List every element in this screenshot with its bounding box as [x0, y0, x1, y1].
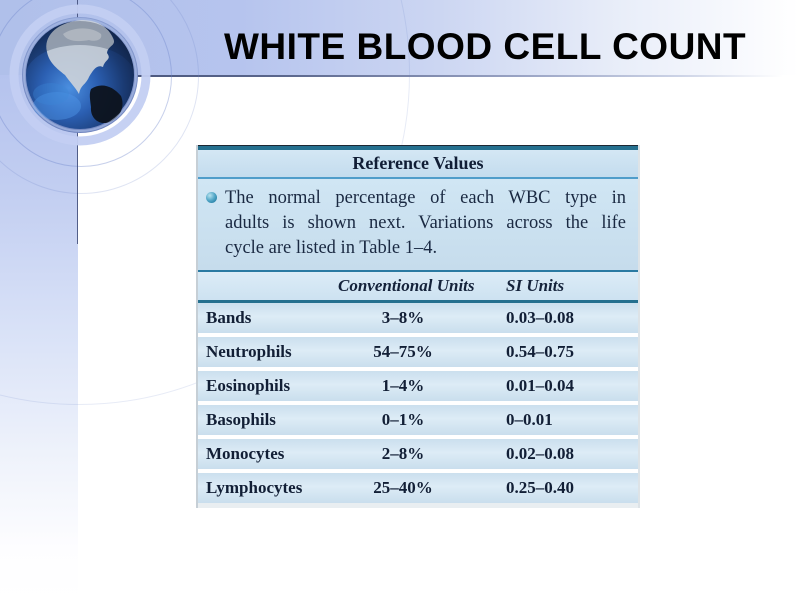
row-si-value: 0.02–0.08 — [506, 444, 574, 463]
row-conventional-value: 0–1% — [381, 410, 425, 429]
table-row: Monocytes 2–8% 0.02–0.08 — [198, 439, 638, 469]
row-conventional-value: 25–40% — [373, 478, 433, 497]
row-label: Bands — [206, 308, 252, 327]
note-text: The normal percentage of each WBC type i… — [225, 186, 626, 261]
globe-icon — [9, 4, 151, 146]
table-column-headers: Conventional Units SI Units — [198, 272, 638, 303]
column-header-si-units: SI Units — [506, 276, 565, 295]
note-line: The normal percentage of each WBC type i… — [225, 188, 626, 208]
page-title: WHITE BLOOD CELL COUNT — [224, 26, 747, 67]
row-si-value: 0–0.01 — [506, 410, 553, 429]
row-conventional-value: 1–4% — [381, 376, 425, 395]
row-label: Neutrophils — [206, 342, 292, 361]
row-si-value: 0.25–0.40 — [506, 478, 574, 497]
card-bottom-margin — [198, 503, 638, 508]
table-row: Bands 3–8% 0.03–0.08 — [198, 303, 638, 333]
row-label: Monocytes — [206, 444, 285, 463]
column-header-conventional-units: Conventional Units — [338, 276, 475, 295]
card-header: Reference Values — [198, 150, 638, 179]
row-si-value: 0.54–0.75 — [506, 342, 574, 361]
table-row: Basophils 0–1% 0–0.01 — [198, 405, 638, 435]
note-line: cycle are listed in Table 1–4. — [225, 238, 438, 258]
row-conventional-value: 54–75% — [373, 342, 433, 361]
table-row: Eosinophils 1–4% 0.01–0.04 — [198, 371, 638, 401]
table-row: Lymphocytes 25–40% 0.25–0.40 — [198, 473, 638, 503]
row-label: Basophils — [206, 410, 276, 429]
row-si-value: 0.01–0.04 — [506, 376, 574, 395]
reference-values-card: Reference Values The normal percentage o… — [196, 145, 640, 508]
row-si-value: 0.03–0.08 — [506, 308, 574, 327]
banner-divider-line — [0, 75, 799, 77]
note-line: adults is shown next. Variations across … — [225, 213, 626, 233]
globe-graphic — [0, 0, 165, 160]
left-sidebar-band — [0, 75, 78, 600]
note-section: The normal percentage of each WBC type i… — [198, 179, 638, 272]
row-label: Eosinophils — [206, 376, 291, 395]
row-conventional-value: 3–8% — [381, 308, 425, 327]
card-top-border — [198, 145, 638, 150]
table-row: Neutrophils 54–75% 0.54–0.75 — [198, 337, 638, 367]
row-conventional-value: 2–8% — [381, 444, 425, 463]
row-label: Lymphocytes — [206, 478, 303, 497]
circle-bullet-icon — [206, 192, 217, 203]
table-body: Bands 3–8% 0.03–0.08 Neutrophils 54–75% … — [198, 303, 638, 503]
